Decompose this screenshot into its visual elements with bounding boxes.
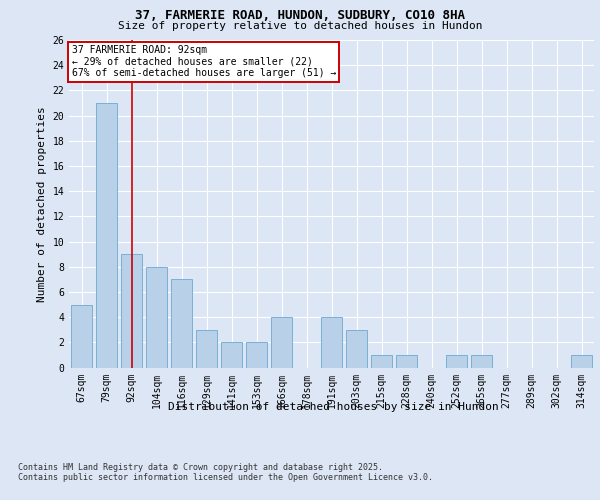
Bar	[171, 280, 192, 368]
Bar	[71, 304, 92, 368]
Text: Contains HM Land Registry data © Crown copyright and database right 2025.: Contains HM Land Registry data © Crown c…	[18, 462, 383, 471]
Bar	[371, 355, 392, 368]
Bar	[321, 317, 342, 368]
Text: 37 FARMERIE ROAD: 92sqm
← 29% of detached houses are smaller (22)
67% of semi-de: 37 FARMERIE ROAD: 92sqm ← 29% of detache…	[71, 45, 336, 78]
Bar	[271, 317, 292, 368]
Text: Distribution of detached houses by size in Hundon: Distribution of detached houses by size …	[167, 402, 499, 412]
Bar	[571, 355, 592, 368]
Bar	[121, 254, 142, 368]
Bar	[346, 330, 367, 368]
Bar	[146, 266, 167, 368]
Bar	[396, 355, 417, 368]
Text: Size of property relative to detached houses in Hundon: Size of property relative to detached ho…	[118, 21, 482, 31]
Bar	[446, 355, 467, 368]
Y-axis label: Number of detached properties: Number of detached properties	[37, 106, 47, 302]
Text: Contains public sector information licensed under the Open Government Licence v3: Contains public sector information licen…	[18, 474, 433, 482]
Bar	[471, 355, 492, 368]
Bar	[96, 103, 117, 368]
Bar	[246, 342, 267, 367]
Bar	[196, 330, 217, 368]
Bar	[221, 342, 242, 367]
Text: 37, FARMERIE ROAD, HUNDON, SUDBURY, CO10 8HA: 37, FARMERIE ROAD, HUNDON, SUDBURY, CO10…	[135, 9, 465, 22]
